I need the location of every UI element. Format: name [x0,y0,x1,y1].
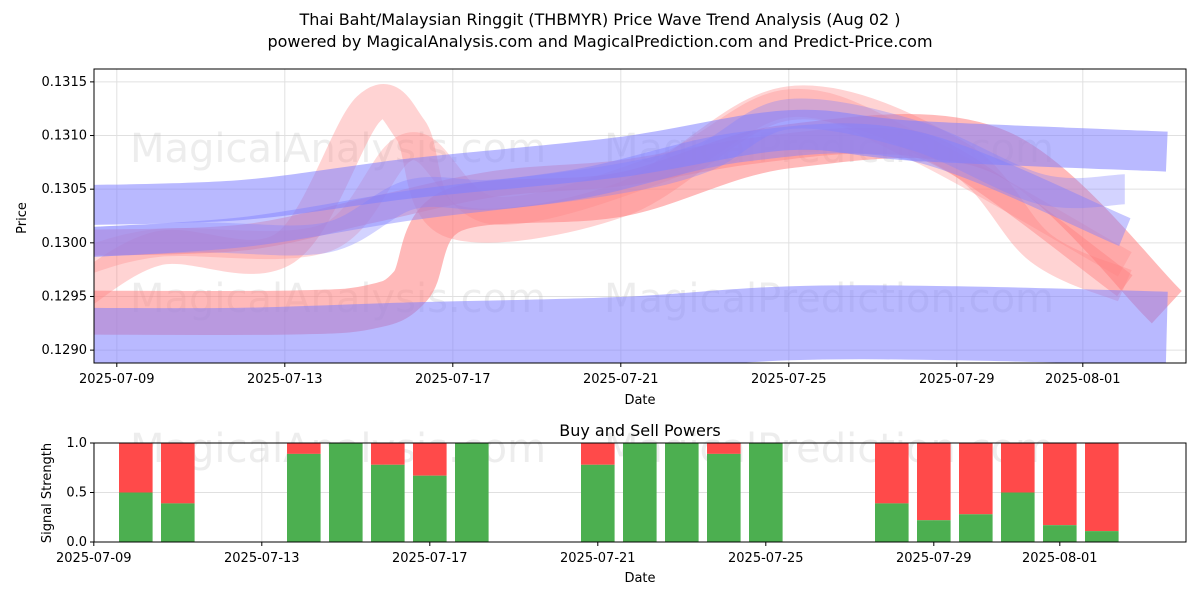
blue-wave-band [94,98,1126,257]
power-y-axis-label: Signal Strength [40,443,55,543]
price-y-axis-label: Price [15,202,30,234]
sell-power-bar [959,443,993,515]
buy-power-bar [917,520,951,542]
power-y-tick-label: 0.5 [66,486,87,501]
price-x-axis-label: Date [624,393,655,408]
price-x-tick-label: 2025-08-01 [1045,372,1121,387]
buy-power-bar [707,453,741,542]
buy-power-bar [665,443,699,542]
power-x-tick-label: 2025-07-21 [560,551,636,566]
buy-power-bar [329,443,363,542]
price-x-tick-label: 2025-07-21 [583,372,659,387]
buy-power-bar [1085,531,1119,542]
price-y-tick-label: 0.1305 [42,182,88,197]
buy-power-bar [959,514,993,542]
sell-power-bar [581,443,615,465]
buy-power-bar [371,464,405,542]
power-x-tick-label: 2025-07-09 [56,551,132,566]
power-x-tick-label: 2025-07-13 [224,551,300,566]
sell-power-bar [371,443,405,465]
price-x-tick-label: 2025-07-09 [79,372,155,387]
blue-wave-band [94,285,1168,363]
buy-power-bar [455,443,489,542]
power-x-axis-label: Date [624,571,655,586]
power-x-tick-label: 2025-07-29 [896,551,972,566]
power-y-tick-label: 0.0 [66,535,87,550]
buy-power-bar [161,503,195,542]
chart-title-line2: powered by MagicalAnalysis.com and Magic… [267,32,933,51]
red-wave-band [94,84,1132,304]
sell-power-bar [1085,443,1119,532]
buy-power-bar [119,492,153,542]
buy-power-bar [581,464,615,542]
sell-power-bar [707,443,741,454]
power-chart-title: Buy and Sell Powers [559,421,721,440]
sell-power-bar [287,443,321,454]
power-x-tick-label: 2025-08-01 [1022,551,1098,566]
sell-power-bar [1001,443,1035,493]
buy-power-bar [413,475,447,542]
buy-power-bar [1043,525,1077,542]
buy-power-bar [623,443,657,542]
power-y-tick-label: 1.0 [66,436,87,451]
sell-power-bar [119,443,153,493]
price-x-tick-label: 2025-07-29 [919,372,995,387]
sell-power-bar [413,443,447,476]
sell-power-bar [917,443,951,521]
price-x-tick-label: 2025-07-25 [751,372,827,387]
buy-power-bar [1001,492,1035,542]
price-y-tick-label: 0.1310 [42,129,88,144]
sell-power-bar [875,443,909,504]
buy-power-bar [875,503,909,542]
price-y-tick-label: 0.1315 [42,75,88,90]
price-plot-frame [93,68,1187,364]
power-x-tick-label: 2025-07-17 [392,551,468,566]
price-y-tick-label: 0.1300 [42,236,88,251]
sell-power-bar [161,443,195,504]
blue-wave-band [94,109,1168,225]
power-x-tick-label: 2025-07-25 [728,551,804,566]
price-y-tick-label: 0.1290 [42,343,88,358]
sell-power-bar [1043,443,1077,526]
price-x-tick-label: 2025-07-17 [415,372,491,387]
buy-power-bar [287,453,321,542]
buy-power-bar [749,443,783,542]
chart-title-line1: Thai Baht/Malaysian Ringgit (THBMYR) Pri… [299,10,901,29]
blue-wave-band [94,123,1131,257]
price-x-tick-label: 2025-07-13 [247,372,323,387]
price-y-tick-label: 0.1295 [42,289,88,304]
